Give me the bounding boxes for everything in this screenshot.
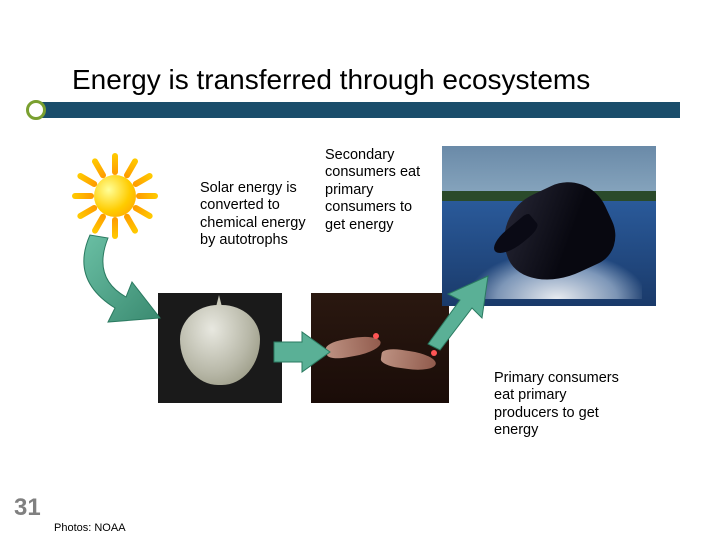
secondary-caption: Secondary consumers eat primary consumer… bbox=[325, 147, 435, 234]
arrow-sun-to-autotroph bbox=[70, 230, 180, 330]
arrow-autotroph-to-krill bbox=[272, 330, 332, 374]
title-underline bbox=[40, 102, 680, 118]
arrow-krill-to-whale bbox=[420, 272, 500, 352]
slide-number: 31 bbox=[14, 494, 41, 522]
slide-title: Energy is transferred through ecosystems bbox=[72, 64, 590, 96]
solar-caption: Solar energy is converted to chemical en… bbox=[200, 180, 310, 250]
title-bullet-icon bbox=[26, 100, 46, 120]
primary-caption: Primary consumers eat primary producers … bbox=[494, 370, 624, 440]
slide: Energy is transferred through ecosystems… bbox=[0, 0, 720, 540]
photo-credit: Photos: NOAA bbox=[54, 522, 126, 534]
sun-image bbox=[72, 153, 158, 239]
